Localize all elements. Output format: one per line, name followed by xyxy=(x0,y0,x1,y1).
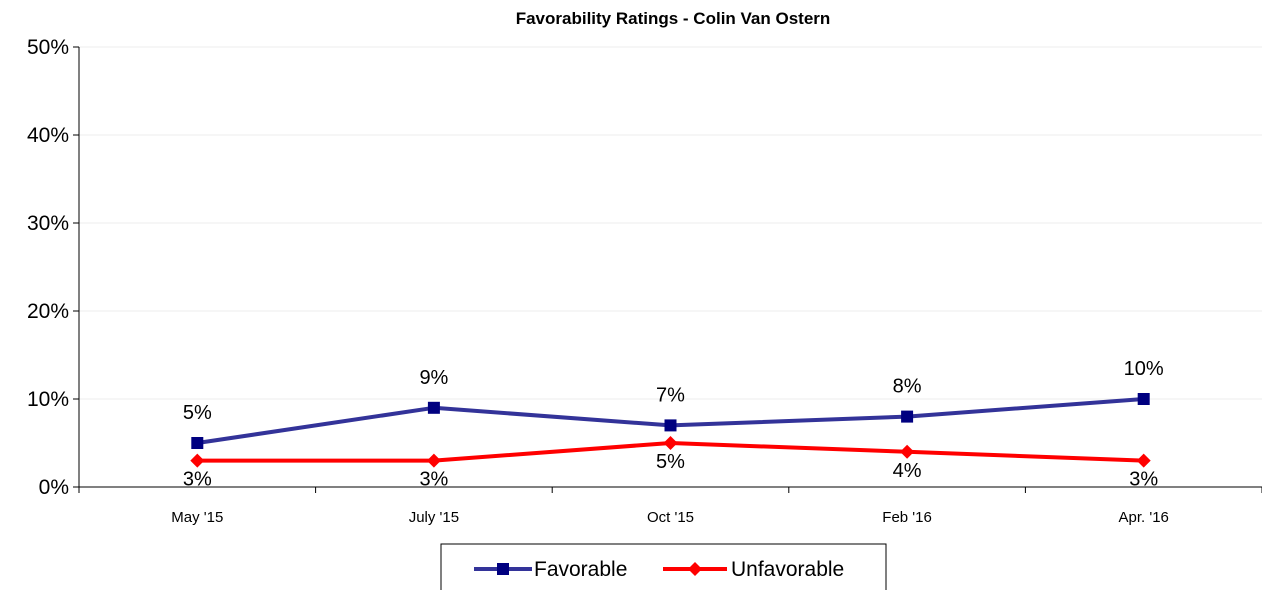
data-label: 5% xyxy=(656,451,685,473)
data-point-unfavorable xyxy=(426,453,441,468)
x-tick-label: July '15 xyxy=(409,509,459,526)
y-tick-label: 0% xyxy=(39,476,69,499)
data-point-favorable xyxy=(901,410,914,423)
legend: Favorable Unfavorable xyxy=(440,543,887,590)
data-label: 5% xyxy=(183,402,212,424)
legend-marker-unfavorable xyxy=(688,562,702,576)
data-point-favorable xyxy=(1137,393,1150,405)
axes xyxy=(78,47,1262,488)
data-label: 3% xyxy=(183,469,212,491)
x-axis-ticks: May '15 July '15 Oct '15 Feb '16 Apr. '16 xyxy=(78,487,1262,526)
data-point-favorable xyxy=(664,419,677,432)
series-group xyxy=(190,393,1151,468)
x-tick-label: Feb '16 xyxy=(882,509,932,526)
data-label: 7% xyxy=(656,384,685,406)
data-labels: 5% 9% 7% 8% 10% 3% 3% 5% 4% 3% xyxy=(183,358,1164,491)
data-point-unfavorable xyxy=(1136,453,1151,468)
y-tick-label: 10% xyxy=(27,388,69,411)
y-tick-label: 30% xyxy=(27,212,69,235)
data-label: 10% xyxy=(1124,358,1164,380)
data-point-unfavorable xyxy=(190,453,205,468)
x-tick-label: Apr. '16 xyxy=(1118,509,1168,526)
data-label: 8% xyxy=(893,376,922,398)
legend-marker-favorable xyxy=(497,563,509,575)
gridlines xyxy=(79,46,1262,400)
data-point-unfavorable xyxy=(663,436,678,450)
y-tick-label: 40% xyxy=(27,124,69,147)
y-tick-label: 20% xyxy=(27,300,69,323)
data-point-unfavorable xyxy=(900,444,915,459)
legend-label: Unfavorable xyxy=(731,558,844,581)
data-label: 3% xyxy=(419,469,448,491)
data-point-favorable xyxy=(427,401,440,414)
chart-title: Favorability Ratings - Colin Van Ostern xyxy=(516,9,831,28)
data-point-favorable xyxy=(191,437,204,449)
x-tick-label: Oct '15 xyxy=(647,509,694,526)
data-label: 4% xyxy=(893,460,922,482)
x-tick-label: May '15 xyxy=(171,509,223,526)
data-label: 3% xyxy=(1129,469,1158,491)
y-tick-label: 50% xyxy=(27,36,69,59)
y-axis-ticks: 0% 10% 20% 30% 40% 50% xyxy=(27,36,79,499)
data-label: 9% xyxy=(419,367,448,389)
legend-label: Favorable xyxy=(534,558,627,581)
